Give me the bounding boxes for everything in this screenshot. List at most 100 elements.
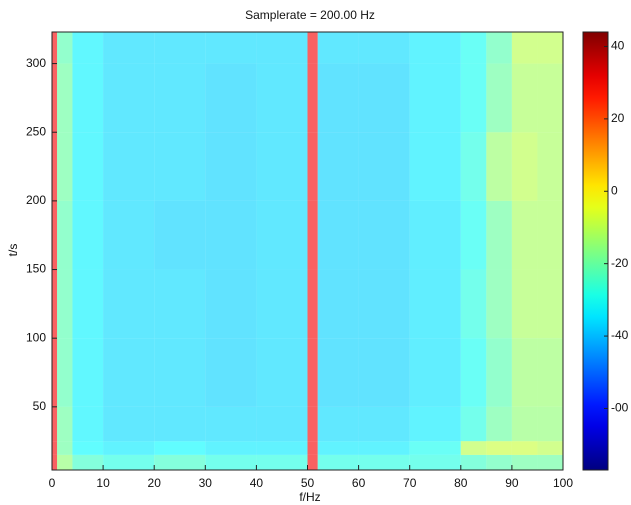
heatmap-cell [103,32,155,64]
heatmap-cell [317,338,359,407]
heatmap-cell [154,454,206,470]
heatmap-cell [154,441,206,455]
x-tick-label: 0 [49,476,56,490]
x-tick-label: 10 [96,476,110,490]
heatmap-cell [103,441,155,455]
heatmap-cell [511,132,538,201]
heatmap-cell [205,63,257,133]
heatmap-cell [205,269,257,339]
heatmap-cell [409,132,461,201]
heatmap-cell [317,32,359,64]
heatmap-cell [307,32,318,64]
heatmap-cell [52,406,58,442]
colorbar-tick-label: -00 [611,401,629,415]
heatmap-cell [72,406,104,442]
heatmap-cell [460,200,487,270]
heatmap-cell [57,200,73,270]
heatmap-cell [103,63,155,133]
heatmap-cell [358,441,410,455]
heatmap-cell [307,338,318,407]
heatmap-cell [537,32,563,64]
heatmap-cell [537,454,563,470]
heatmap-cell [537,200,563,270]
heatmap-cell [57,338,73,407]
heatmap-cell [537,441,563,455]
heatmap-cell [511,406,538,442]
colorbar [582,31,609,471]
heatmap-cell [256,406,308,442]
heatmap-cell [460,338,487,407]
heatmap-cell [511,200,538,270]
heatmap-cell [154,132,206,201]
x-tick-label: 30 [199,476,213,490]
x-tick-label: 100 [553,476,573,490]
heatmap-cell [317,132,359,201]
heatmap-cell [205,338,257,407]
y-tick-label: 150 [26,262,46,276]
colorbar-tick-label: 40 [611,39,625,53]
heatmap-cell [52,441,58,455]
heatmap-cell [52,200,58,270]
heatmap-cell [358,338,410,407]
heatmap-cell [486,406,512,442]
heatmap-cell [52,269,58,339]
heatmap-cell [256,454,308,470]
heatmap-cell [72,454,104,470]
x-tick-label: 60 [352,476,366,490]
x-tick-label: 70 [403,476,417,490]
heatmap-cell [52,63,58,133]
heatmap-cell [409,454,461,470]
heatmap-cell [486,63,512,133]
heatmap-cell [154,338,206,407]
heatmap-cell [460,32,487,64]
heatmap-cell [256,441,308,455]
x-tick-label: 40 [250,476,264,490]
heatmap-cell [317,200,359,270]
heatmap-cell [358,63,410,133]
heatmap-cell [358,269,410,339]
heatmap-cell [256,132,308,201]
heatmap-cell [409,406,461,442]
heatmap-cell [486,338,512,407]
heatmap-cell [256,200,308,270]
x-tick-label: 80 [454,476,468,490]
heatmap-cell [72,338,104,407]
heatmap-cell [307,132,318,201]
heatmap-cell [154,200,206,270]
y-tick-label: 300 [26,56,46,70]
heatmap-cell [486,454,512,470]
heatmap-cell [358,32,410,64]
heatmap-cell [72,269,104,339]
heatmap-cell [205,132,257,201]
heatmap-cell [103,454,155,470]
heatmap-cell [103,200,155,270]
x-tick-label: 20 [148,476,162,490]
heatmap-cell [511,63,538,133]
y-tick-label: 250 [26,124,46,138]
heatmap-cell [511,32,538,64]
heatmap-cell [317,441,359,455]
heatmap-cell [103,406,155,442]
colorbar-tick-label: 0 [611,183,618,197]
x-tick-label: 50 [301,476,315,490]
heatmap-cell [103,338,155,407]
heatmap-cell [537,132,563,201]
heatmap-cell [307,406,318,442]
y-axis-label: t/s [6,244,20,257]
heatmap-cell [205,32,257,64]
heatmap-cell [57,32,73,64]
heatmap-cell [537,338,563,407]
heatmap-cell [537,269,563,339]
heatmap-cell [57,132,73,201]
heatmap-cell [57,454,73,470]
heatmap-cell [72,132,104,201]
heatmap-cell [317,454,359,470]
heatmap-cell [460,454,487,470]
heatmap-cell [256,32,308,64]
heatmap-cell [205,200,257,270]
colorbar-tick-label: 20 [611,111,625,125]
heatmap-cell [52,338,58,407]
x-axis-label: f/Hz [299,490,320,504]
heatmap-cell [409,269,461,339]
